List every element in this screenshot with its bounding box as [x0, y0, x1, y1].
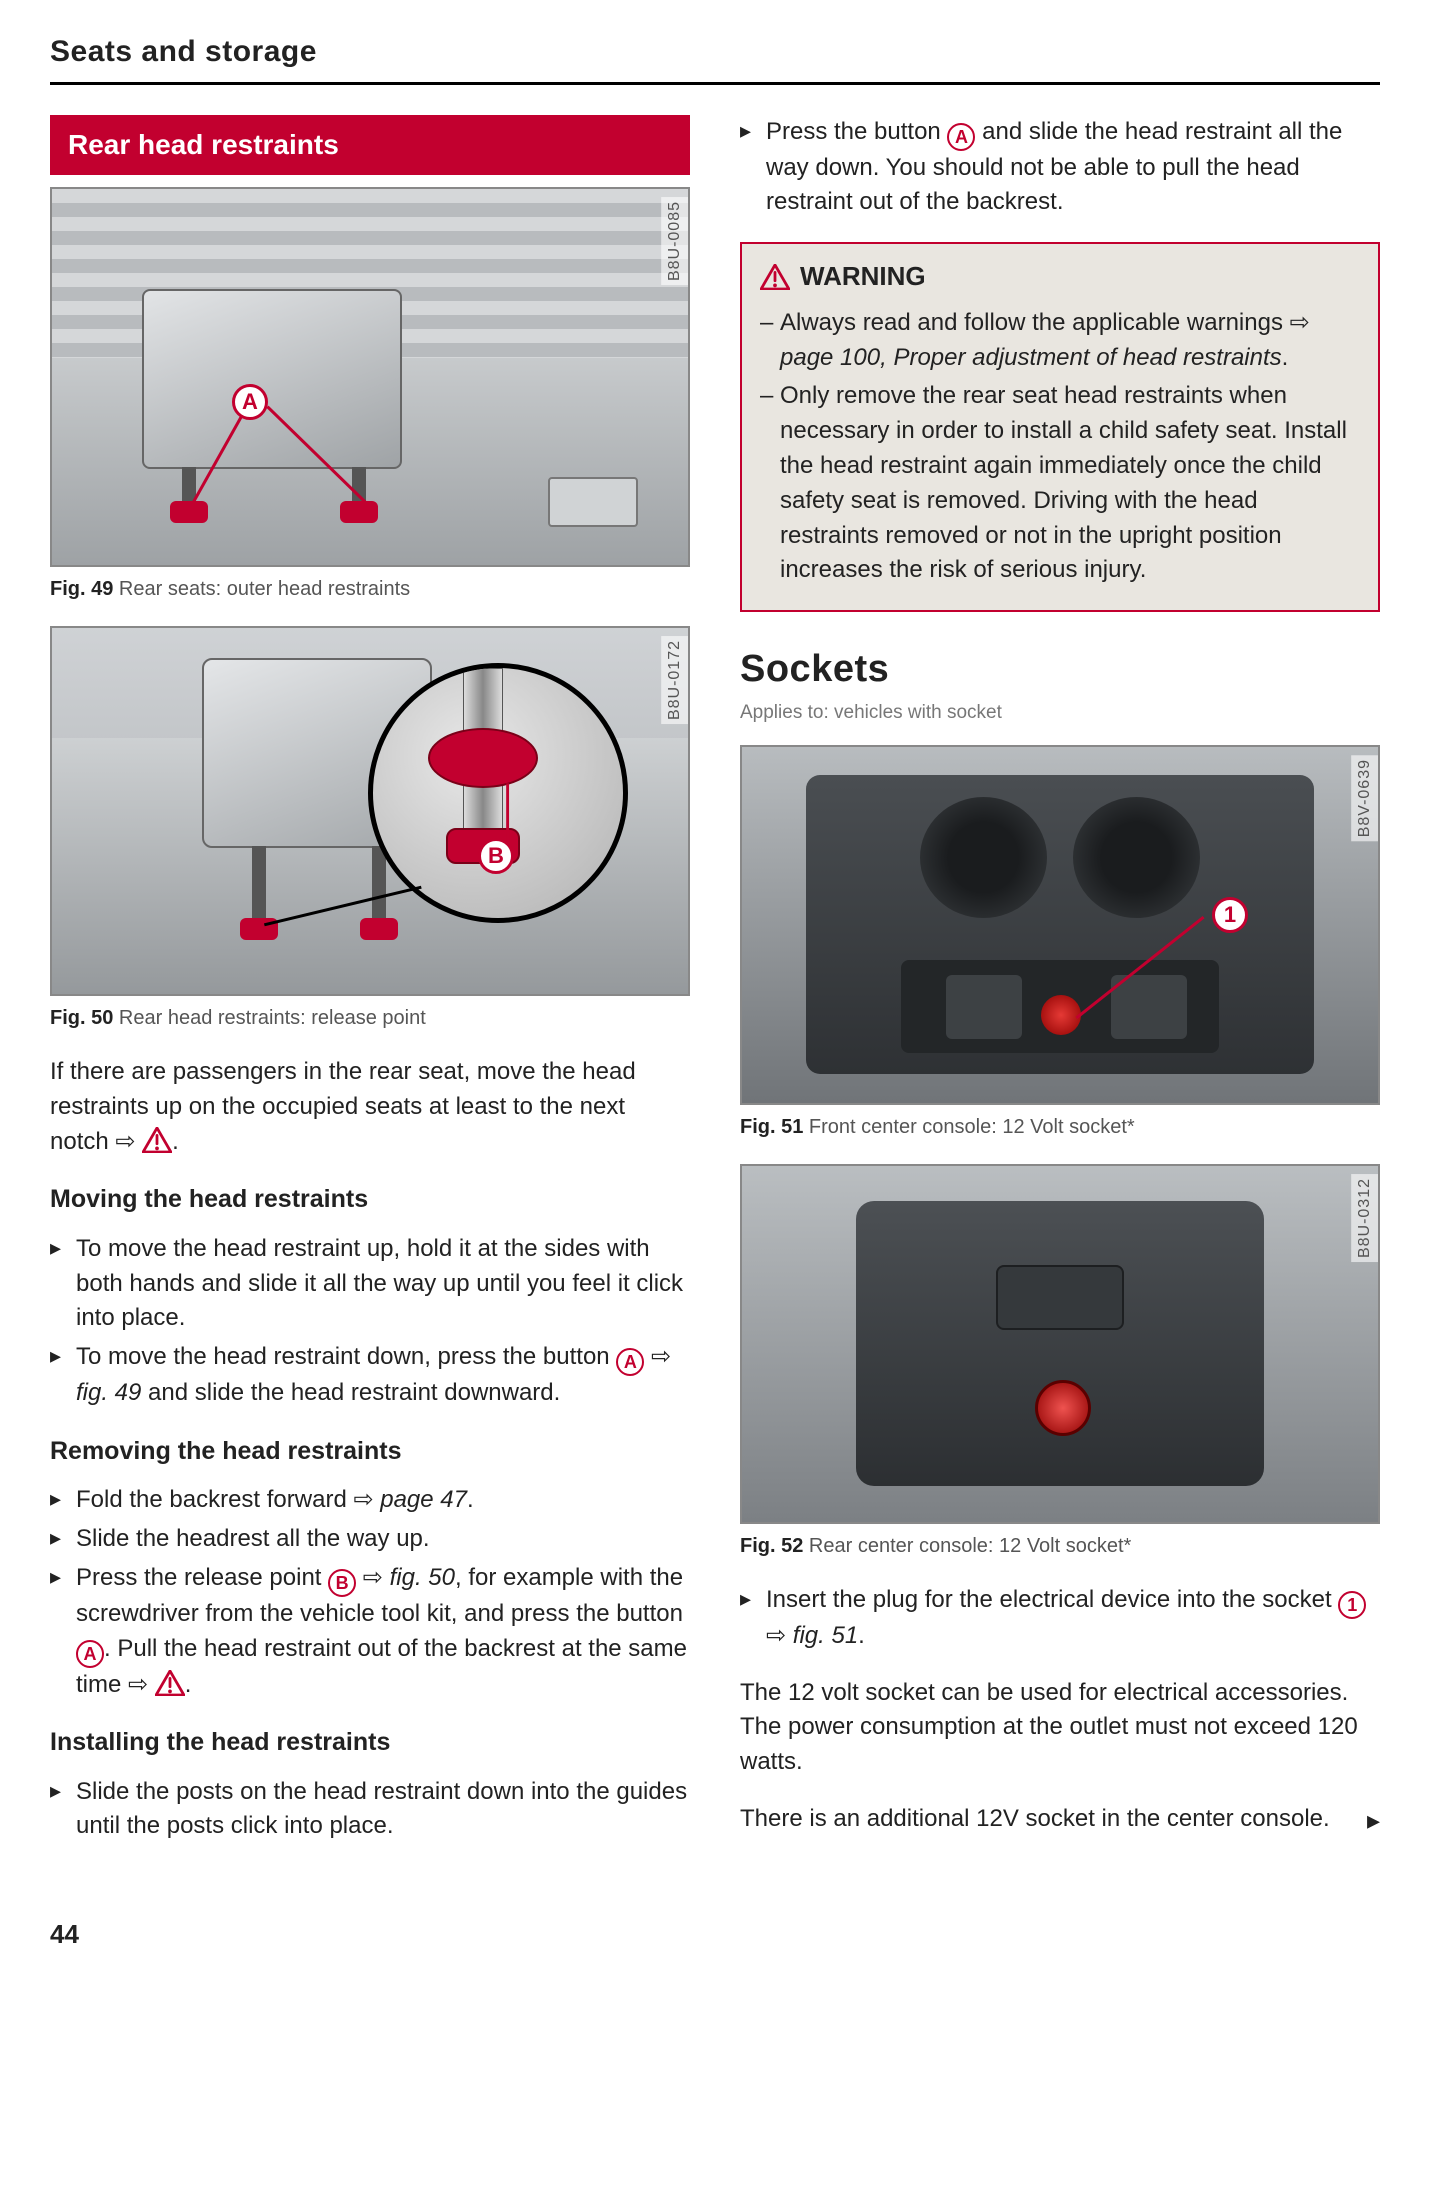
- intro-paragraph: If there are passengers in the rear seat…: [50, 1055, 690, 1159]
- list-item: Press the button A and slide the head re…: [740, 115, 1380, 221]
- list-item: Fold the backrest forward ⇨ page 47.: [50, 1483, 690, 1518]
- moving-subhead: Moving the head restraints: [50, 1181, 690, 1217]
- warning-icon: [142, 1127, 172, 1153]
- warning-item: Only remove the rear seat head restraint…: [760, 379, 1360, 588]
- callout-1: 1: [1212, 897, 1248, 933]
- list-item: Slide the posts on the head restraint do…: [50, 1775, 690, 1845]
- figure-51-id: B8V-0639: [1351, 755, 1378, 841]
- sockets-para-b: There is an additional 12V socket in the…: [740, 1802, 1380, 1837]
- warning-icon: [760, 264, 790, 290]
- list-item: Press the release point B ⇨ fig. 50, for…: [50, 1561, 690, 1703]
- callout-a: A: [232, 384, 268, 420]
- installing-subhead: Installing the head restraints: [50, 1724, 690, 1760]
- insert-list: Insert the plug for the electrical devic…: [740, 1583, 1380, 1654]
- section-banner: Rear head restraints: [50, 115, 690, 176]
- installing-list: Slide the posts on the head restraint do…: [50, 1775, 690, 1845]
- list-item: To move the head restraint down, press t…: [50, 1340, 690, 1411]
- sockets-heading: Sockets: [740, 642, 1380, 697]
- removing-subhead: Removing the head restraints: [50, 1433, 690, 1469]
- list-item: To move the head restraint up, hold it a…: [50, 1232, 690, 1336]
- page-number: 44: [50, 1916, 1380, 1954]
- applies-to: Applies to: vehicles with socket: [740, 699, 1380, 727]
- figure-49-caption: Fig. 49 Rear seats: outer head restraint…: [50, 575, 690, 604]
- warning-box: WARNING Always read and follow the appli…: [740, 242, 1380, 612]
- figure-50-caption: Fig. 50 Rear head restraints: release po…: [50, 1004, 690, 1033]
- sockets-para-a: The 12 volt socket can be used for elect…: [740, 1676, 1380, 1780]
- left-column: Rear head restraints A B8U-0085 Fig. 49 …: [50, 115, 690, 1867]
- figure-50: B B8U-0172: [50, 626, 690, 996]
- list-item: Insert the plug for the electrical devic…: [740, 1583, 1380, 1654]
- figure-52-id: B8U-0312: [1351, 1174, 1378, 1262]
- warning-title: WARNING: [800, 258, 926, 296]
- page-header: Seats and storage: [50, 30, 1380, 85]
- figure-51-caption: Fig. 51 Front center console: 12 Volt so…: [740, 1113, 1380, 1142]
- figure-52: B8U-0312: [740, 1164, 1380, 1524]
- figure-51: 1 B8V-0639: [740, 745, 1380, 1105]
- top-instruction: Press the button A and slide the head re…: [740, 115, 1380, 221]
- callout-b: B: [478, 838, 514, 874]
- two-column-layout: Rear head restraints A B8U-0085 Fig. 49 …: [50, 115, 1380, 1867]
- figure-50-id: B8U-0172: [661, 636, 688, 724]
- removing-list: Fold the backrest forward ⇨ page 47. Sli…: [50, 1483, 690, 1702]
- figure-49-id: B8U-0085: [661, 197, 688, 285]
- warning-item: Always read and follow the applicable wa…: [760, 306, 1360, 376]
- continue-arrow-icon: ▸: [1367, 1802, 1380, 1840]
- figure-52-caption: Fig. 52 Rear center console: 12 Volt soc…: [740, 1532, 1380, 1561]
- list-item: Slide the headrest all the way up.: [50, 1522, 690, 1557]
- right-column: Press the button A and slide the head re…: [740, 115, 1380, 1867]
- figure-49: A B8U-0085: [50, 187, 690, 567]
- moving-list: To move the head restraint up, hold it a…: [50, 1232, 690, 1411]
